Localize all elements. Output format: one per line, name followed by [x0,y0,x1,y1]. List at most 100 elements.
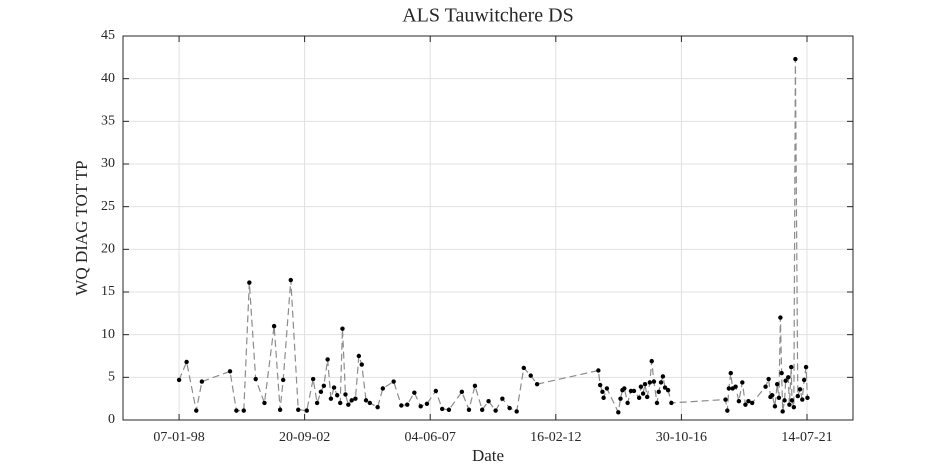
data-point [412,390,417,395]
data-point [601,395,606,401]
data-point [776,395,782,401]
chart-title: ALS Tauwitchere DS [402,5,574,27]
data-point [359,362,364,367]
data-point [321,383,327,389]
data-point [459,389,465,395]
data-point [631,388,637,394]
data-point [800,397,805,402]
y-tick-label: 5 [108,370,115,385]
data-point [271,323,277,329]
data-point [433,388,439,394]
data-point [740,380,745,385]
data-point [346,402,351,407]
x-tick-label: 07-01-98 [153,430,204,445]
data-point [780,409,785,414]
data-point [331,385,337,390]
data-point [743,402,748,407]
data-point [805,395,810,401]
data-point [662,385,668,390]
data-point [654,400,660,406]
data-point [793,56,798,62]
data-point [184,359,189,365]
data-point [733,384,738,389]
data-point [199,379,205,384]
data-point [778,315,783,320]
data-point [338,400,343,406]
data-point [375,405,380,410]
data-point [521,365,526,371]
data-point [514,409,519,414]
y-tick-label: 40 [101,71,115,86]
data-point [418,404,423,409]
data-point [528,373,533,378]
data-point [479,407,485,412]
data-point [647,380,653,385]
data-point [367,400,373,406]
data-point [797,387,803,392]
data-point [616,410,621,415]
data-point [763,384,768,389]
data-point [649,358,654,364]
data-point [349,398,354,403]
data-point [296,407,301,412]
data-point [472,383,478,389]
data-point [234,408,239,413]
data-point [424,401,430,406]
data-point [725,408,730,413]
data-point [493,408,498,413]
data-point [597,382,603,388]
data-point [746,399,751,404]
data-point [507,405,512,411]
data-point [779,370,784,376]
data-point [356,353,362,359]
data-point [736,399,742,404]
y-axis-label: WQ DIAG TOT TP [72,160,91,295]
data-point [786,375,791,380]
data-point [391,379,396,384]
data-point [795,393,801,399]
data-point [636,395,642,401]
y-tick-label: 10 [101,327,115,342]
data-point [660,374,666,379]
data-point [782,398,787,403]
data-point [353,396,358,401]
data-point [288,277,293,283]
data-point [500,396,505,401]
data-point [642,381,648,387]
data-point [310,376,316,382]
data-point [772,404,778,409]
data-point [787,402,792,407]
data-point [194,408,199,413]
data-point [789,364,794,370]
data-point [328,396,334,401]
axes-box [122,35,854,421]
data-point [791,405,797,410]
x-tick-label: 20-09-02 [279,430,330,445]
data-point [604,386,610,391]
data-point [534,381,540,387]
data-point [789,398,795,403]
x-tick-label: 16-02-12 [530,430,581,445]
data-point [728,370,733,376]
data-point [651,379,657,384]
x-axis-label: Date [472,446,504,465]
data-point [241,408,246,413]
data-point [399,403,404,408]
data-point [439,406,445,412]
y-tick-label: 30 [101,156,115,171]
x-tick-label: 04-06-07 [405,430,456,445]
data-point [318,389,324,395]
data-point [658,380,664,385]
data-point [262,400,267,406]
data-point [622,386,627,391]
data-point [640,391,646,396]
data-point [801,377,807,383]
data-point [446,407,452,412]
data-point [363,398,369,403]
data-point [247,280,252,285]
data-point [325,357,330,362]
data-point [644,394,650,400]
data-point [600,389,605,395]
data-point [380,386,386,391]
